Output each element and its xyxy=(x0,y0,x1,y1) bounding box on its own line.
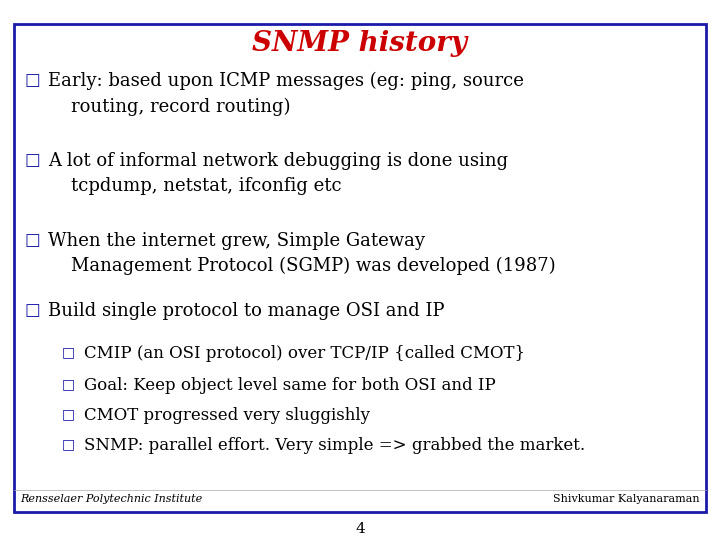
Text: Build single protocol to manage OSI and IP: Build single protocol to manage OSI and … xyxy=(48,302,444,320)
Text: Shivkumar Kalyanaraman: Shivkumar Kalyanaraman xyxy=(554,494,700,504)
Text: CMOT progressed very sluggishly: CMOT progressed very sluggishly xyxy=(84,407,370,424)
Text: Goal: Keep object level same for both OSI and IP: Goal: Keep object level same for both OS… xyxy=(84,377,496,394)
Text: □: □ xyxy=(61,437,75,451)
Text: A lot of informal network debugging is done using
    tcpdump, netstat, ifconfig: A lot of informal network debugging is d… xyxy=(48,152,508,195)
Text: □: □ xyxy=(24,232,40,249)
Text: CMIP (an OSI protocol) over TCP/IP {called CMOT}: CMIP (an OSI protocol) over TCP/IP {call… xyxy=(84,345,525,362)
Text: □: □ xyxy=(61,345,75,359)
Text: □: □ xyxy=(24,72,40,89)
Text: SNMP: parallel effort. Very simple => grabbed the market.: SNMP: parallel effort. Very simple => gr… xyxy=(84,437,585,454)
Text: Early: based upon ICMP messages (eg: ping, source
    routing, record routing): Early: based upon ICMP messages (eg: pin… xyxy=(48,72,524,116)
Text: □: □ xyxy=(24,152,40,169)
Text: 4: 4 xyxy=(355,522,365,536)
Text: □: □ xyxy=(24,302,40,319)
Text: SNMP history: SNMP history xyxy=(253,30,467,57)
Text: When the internet grew, Simple Gateway
    Management Protocol (SGMP) was develo: When the internet grew, Simple Gateway M… xyxy=(48,232,556,275)
Text: □: □ xyxy=(61,377,75,391)
Text: □: □ xyxy=(61,407,75,421)
Text: Rensselaer Polytechnic Institute: Rensselaer Polytechnic Institute xyxy=(20,494,202,504)
